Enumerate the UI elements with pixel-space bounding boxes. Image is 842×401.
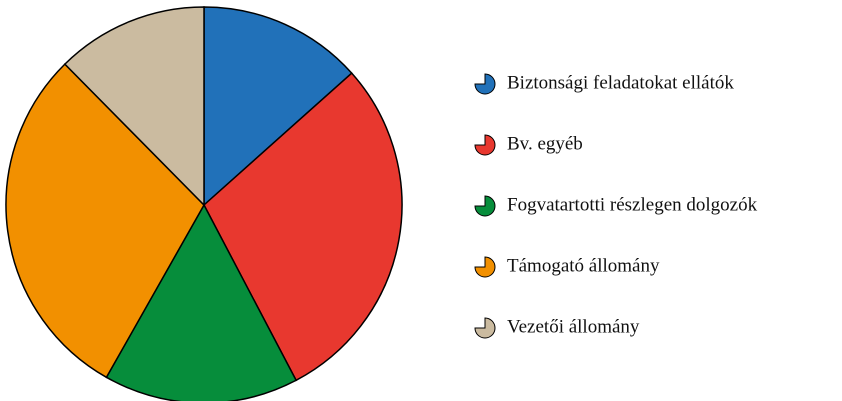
legend-swatch <box>474 256 496 278</box>
legend-swatch <box>474 195 496 217</box>
legend-swatch <box>474 317 496 339</box>
legend-label: Támogató állomány <box>507 255 660 276</box>
legend-label: Vezetői állomány <box>507 316 640 337</box>
pie-slice <box>203 72 403 382</box>
pie-slice <box>63 6 205 207</box>
legend-label: Fogvatartotti részlegen dolgozók <box>507 194 758 215</box>
pie-slice <box>105 203 298 401</box>
legend-label: Biztonsági feladatokat ellátók <box>507 72 734 93</box>
pie-slice <box>5 63 205 379</box>
legend-swatch <box>474 73 496 95</box>
legend-label: Bv. egyéb <box>507 133 583 154</box>
legend-swatch <box>474 134 496 156</box>
pie-slice <box>203 6 353 207</box>
